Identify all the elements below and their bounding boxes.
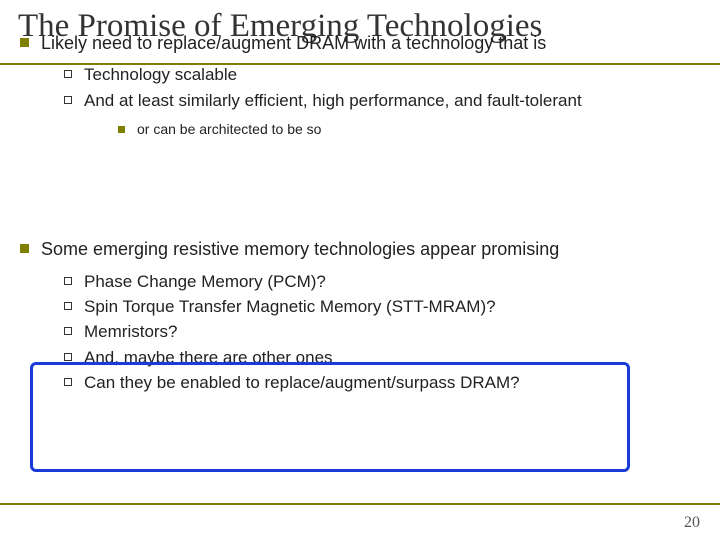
square-bullet-icon	[20, 244, 29, 253]
hollow-square-icon	[64, 96, 72, 104]
hollow-square-icon	[64, 327, 72, 335]
bullet-level2: Spin Torque Transfer Magnetic Memory (ST…	[64, 296, 702, 317]
bullet-text: And at least similarly efficient, high p…	[84, 90, 582, 111]
bullet-text: Likely need to replace/augment DRAM with…	[41, 32, 546, 55]
bullet-level2: Can they be enabled to replace/augment/s…	[64, 372, 702, 393]
bullet-level2: Technology scalable	[64, 64, 702, 85]
divider-bottom	[0, 503, 720, 505]
hollow-square-icon	[64, 70, 72, 78]
bullet-level1: Some emerging resistive memory technolog…	[20, 238, 702, 261]
slide-content: Likely need to replace/augment DRAM with…	[18, 32, 702, 393]
bullet-level3: or can be architected to be so	[118, 121, 702, 139]
square-bullet-icon	[20, 38, 29, 47]
bullet-level2: And at least similarly efficient, high p…	[64, 90, 702, 111]
bullet-level1: Likely need to replace/augment DRAM with…	[20, 32, 702, 55]
bullet-text: Technology scalable	[84, 64, 237, 85]
page-number: 20	[684, 514, 700, 532]
bullet-text: Can they be enabled to replace/augment/s…	[84, 372, 520, 393]
bullet-level2: Phase Change Memory (PCM)?	[64, 271, 702, 292]
bullet-text: Some emerging resistive memory technolog…	[41, 238, 559, 261]
bullet-text: Memristors?	[84, 321, 178, 342]
small-square-bullet-icon	[118, 126, 125, 133]
slide-container: The Promise of Emerging Technologies Lik…	[0, 0, 720, 540]
bullet-text: Spin Torque Transfer Magnetic Memory (ST…	[84, 296, 496, 317]
hollow-square-icon	[64, 302, 72, 310]
bullet-level2: And, maybe there are other ones	[64, 347, 702, 368]
hollow-square-icon	[64, 277, 72, 285]
bullet-text: or can be architected to be so	[137, 121, 321, 139]
bullet-text: And, maybe there are other ones	[84, 347, 333, 368]
hollow-square-icon	[64, 353, 72, 361]
bullet-text: Phase Change Memory (PCM)?	[84, 271, 326, 292]
hollow-square-icon	[64, 378, 72, 386]
bullet-level2: Memristors?	[64, 321, 702, 342]
